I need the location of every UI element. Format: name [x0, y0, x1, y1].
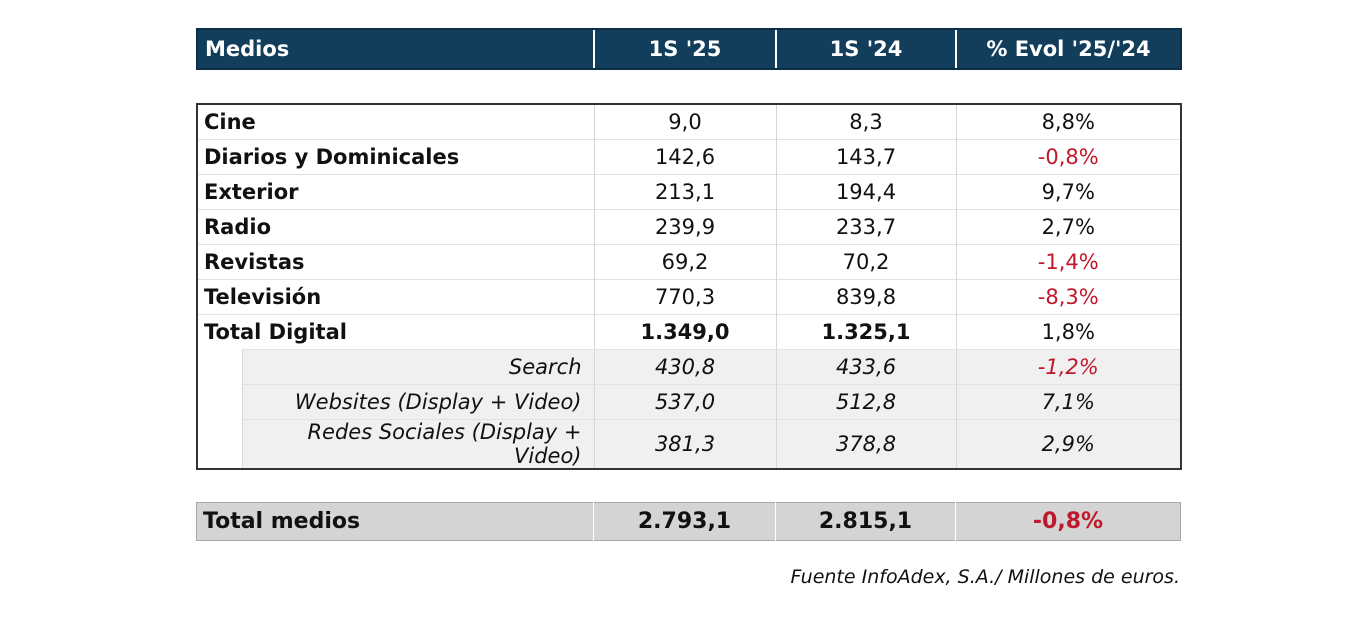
subrow-value-1s25: 430,8: [593, 348, 776, 384]
row-value-1s25: 770,3: [593, 278, 776, 314]
row-value-1s25: 213,1: [593, 173, 776, 209]
table-row: Exterior 213,1 194,4 9,7%: [197, 173, 1181, 209]
subrow-value-1s24: 512,8: [775, 383, 956, 419]
total-label: Total medios: [196, 502, 594, 540]
row-value-evol: 1,8%: [955, 313, 1181, 349]
total-value-evol: -0,8%: [955, 502, 1181, 540]
source-note: Fuente InfoAdex, S.A./ Millones de euros…: [790, 566, 1181, 588]
row-value-1s24: 8,3: [775, 104, 956, 139]
subrow-value-1s25: 381,3: [593, 418, 776, 469]
total-row: Total medios 2.793,1 2.815,1 -0,8%: [196, 502, 1181, 540]
row-value-1s25: 142,6: [593, 138, 776, 174]
row-label: Total Digital: [197, 313, 594, 349]
row-label: Radio: [197, 208, 594, 244]
row-value-evol: -8,3%: [955, 278, 1181, 314]
subrow-value-1s24: 378,8: [775, 418, 956, 469]
row-value-evol: 9,7%: [955, 173, 1181, 209]
subrow-label: Websites (Display + Video): [241, 383, 594, 419]
row-value-evol: 8,8%: [955, 104, 1181, 139]
media-investment-table: Medios 1S '25 1S '24 % Evol '25/'24 Cine…: [196, 28, 1182, 541]
row-value-1s25: 69,2: [593, 243, 776, 279]
row-label: Exterior: [197, 173, 594, 209]
table-subrow: Redes Sociales (Display + Video) 381,3 3…: [197, 418, 1181, 469]
subrow-label: Search: [241, 348, 594, 384]
header-medios: Medios: [196, 28, 594, 70]
table-header: Medios 1S '25 1S '24 % Evol '25/'24: [196, 28, 1182, 70]
row-value-evol: -1,4%: [955, 243, 1181, 279]
header-1s24: 1S '24: [775, 28, 956, 70]
row-label: Televisión: [197, 278, 594, 314]
header-1s25: 1S '25: [593, 28, 776, 70]
row-label: Cine: [204, 109, 256, 134]
row-value-1s25: 1.349,0: [593, 313, 776, 349]
row-value-evol: 2,7%: [955, 208, 1181, 244]
row-value-1s24: 839,8: [775, 278, 956, 314]
subrow-label: Redes Sociales (Display + Video): [241, 418, 594, 469]
header-evol: % Evol '25/'24: [955, 28, 1182, 70]
row-value-evol: -0,8%: [955, 138, 1181, 174]
subrow-value-evol: -1,2%: [955, 348, 1181, 384]
table-body: Cine 9,0 8,3 8,8% Diarios y Dominicales …: [196, 103, 1182, 470]
row-value-1s24: 194,4: [775, 173, 956, 209]
row-value-1s24: 70,2: [775, 243, 956, 279]
subrow-value-evol: 2,9%: [955, 418, 1181, 469]
row-value-1s24: 143,7: [775, 138, 956, 174]
header-row: Medios 1S '25 1S '24 % Evol '25/'24: [196, 28, 1182, 70]
table-total: Total medios 2.793,1 2.815,1 -0,8%: [196, 501, 1181, 541]
row-value-1s25: 239,9: [593, 208, 776, 244]
table-row: Radio 239,9 233,7 2,7%: [197, 208, 1181, 244]
subrow-value-1s25: 537,0: [593, 383, 776, 419]
row-value-1s24: 233,7: [775, 208, 956, 244]
total-value-1s24: 2.815,1: [775, 502, 956, 540]
row-value-1s24: 1.325,1: [775, 313, 956, 349]
table-row: Televisión 770,3 839,8 -8,3%: [197, 278, 1181, 314]
subrow-indent: [197, 349, 242, 469]
row-label: Diarios y Dominicales: [197, 138, 594, 174]
row-value-1s25: 9,0: [593, 104, 776, 139]
total-value-1s25: 2.793,1: [593, 502, 776, 540]
table-row: Diarios y Dominicales 142,6 143,7 -0,8%: [197, 138, 1181, 174]
table-subrow: Websites (Display + Video) 537,0 512,8 7…: [197, 383, 1181, 419]
row-label: Revistas: [197, 243, 594, 279]
subrow-value-1s24: 433,6: [775, 348, 956, 384]
table-row-total-digital: Total Digital 1.349,0 1.325,1 1,8%: [197, 313, 1181, 349]
subrow-value-evol: 7,1%: [955, 383, 1181, 419]
table-row: Cine 9,0 8,3 8,8%: [197, 104, 1181, 139]
table-row: Revistas 69,2 70,2 -1,4%: [197, 243, 1181, 279]
table-subrow: Search 430,8 433,6 -1,2%: [197, 348, 1181, 469]
